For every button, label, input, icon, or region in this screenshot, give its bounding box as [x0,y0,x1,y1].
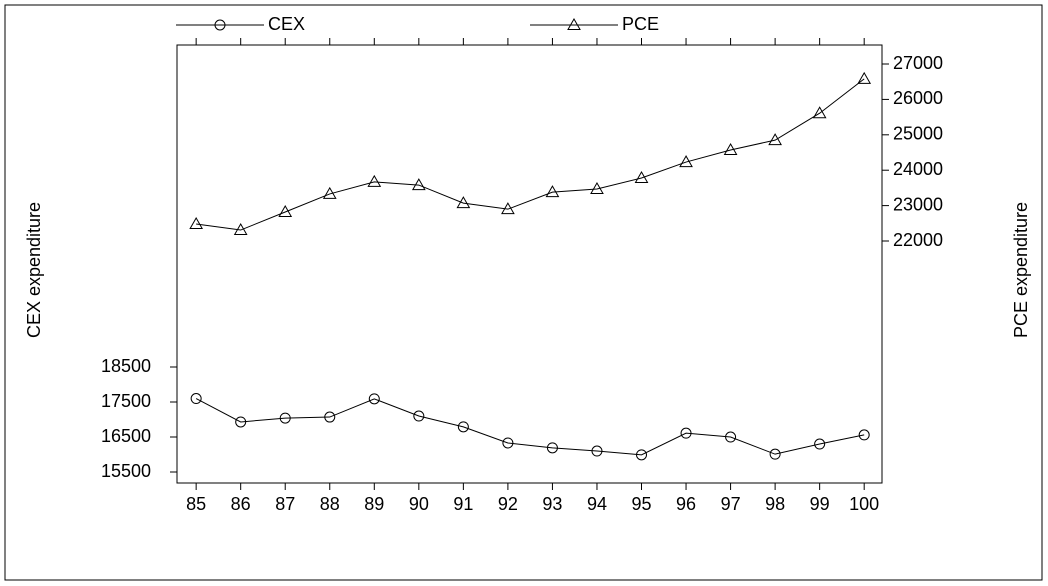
marker [233,223,248,236]
marker [411,178,426,191]
marker [634,170,649,183]
x-tick-label: 97 [721,494,741,514]
marker [680,427,692,439]
marker [189,217,204,230]
y2-tick-label: 27000 [893,53,943,73]
marker [591,445,603,457]
marker [279,412,291,424]
x-tick-label: 91 [453,494,473,514]
y2-tick-label: 24000 [893,159,943,179]
y2-tick-label: 25000 [893,124,943,144]
marker [545,185,560,198]
y-tick-label: 16500 [101,426,151,446]
marker [457,421,469,433]
x-tick-label: 99 [810,494,830,514]
x-tick-label: 94 [587,494,607,514]
line [195,398,865,456]
marker [368,393,380,405]
marker [858,429,870,441]
x-tick-label: 86 [231,494,251,514]
y2-axis-label: PCE expenditure [1011,202,1031,338]
y-tick-label: 15500 [101,461,151,481]
marker [235,416,247,428]
marker [546,442,558,454]
legend-marker [214,19,226,31]
marker [769,448,781,460]
y2-tick-label: 22000 [893,230,943,250]
marker [723,143,738,156]
x-tick-label: 100 [849,494,879,514]
marker [725,431,737,443]
marker [190,393,202,405]
x-tick-label: 98 [765,494,785,514]
x-tick-label: 93 [542,494,562,514]
marker [501,202,515,215]
marker [857,71,872,84]
x-tick-label: 87 [275,494,295,514]
x-tick-label: 95 [631,494,651,514]
marker [324,411,336,423]
x-tick-label: 85 [186,494,206,514]
y2-tick-label: 26000 [893,88,943,108]
x-tick-label: 88 [320,494,340,514]
marker [502,437,514,449]
marker [322,186,337,199]
legend-label: PCE [622,14,659,34]
x-tick-label: 92 [498,494,518,514]
x-tick-label: 90 [409,494,429,514]
marker [812,106,827,119]
marker [679,155,693,168]
y-tick-label: 17500 [101,391,151,411]
legend-label: CEX [268,14,305,34]
line [196,78,865,231]
legend-marker [567,17,581,30]
y2-tick-label: 23000 [893,194,943,214]
marker [768,133,782,146]
x-tick-label: 96 [676,494,696,514]
x-tick-label: 89 [364,494,384,514]
plot-area [176,44,883,484]
marker [367,174,382,187]
frame [4,4,1043,581]
marker [456,196,471,209]
marker [413,410,425,422]
marker [590,181,604,194]
marker [636,449,648,461]
marker [814,438,826,450]
y-axis-label: CEX expenditure [24,202,44,338]
y-tick-label: 18500 [101,356,151,376]
marker [278,204,293,217]
